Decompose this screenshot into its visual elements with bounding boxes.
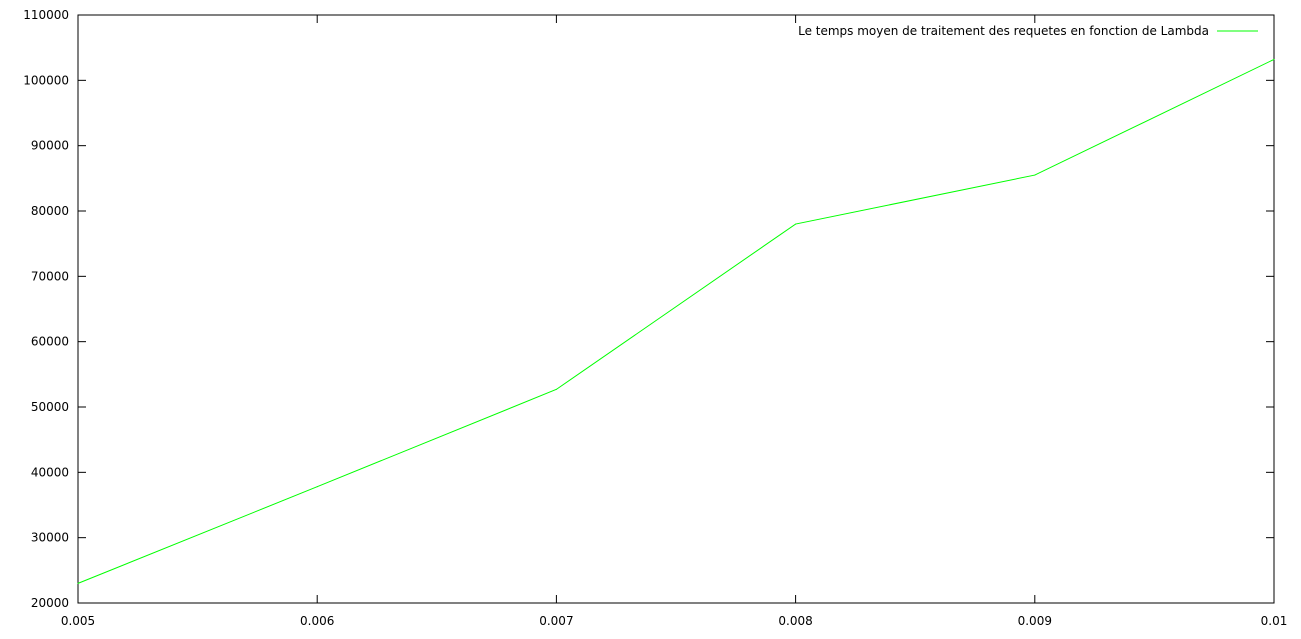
x-tick-label: 0.009 [1018, 614, 1052, 628]
x-tick-label: 0.007 [539, 614, 573, 628]
x-tick-label: 0.006 [300, 614, 334, 628]
y-tick-label: 30000 [31, 531, 69, 545]
data-point [555, 388, 557, 390]
plot-frame [77, 14, 1275, 604]
data-point [1273, 58, 1275, 60]
series-group [77, 58, 1275, 584]
y-tick-label: 20000 [31, 596, 69, 610]
y-axis: 20000 30000 40000 50000 60000 70000 80000 90000… [23, 8, 1274, 610]
y-tick-label: 90000 [31, 139, 69, 153]
legend: Le temps moyen de traitement des requete… [798, 24, 1258, 38]
x-tick-label: 0.01 [1261, 614, 1288, 628]
data-point [77, 582, 79, 584]
y-tick-label: 80000 [31, 204, 69, 218]
series-line [77, 58, 1275, 584]
data-point [795, 223, 797, 225]
y-tick-label: 70000 [31, 269, 69, 283]
y-tick-label: 60000 [31, 335, 69, 349]
x-tick-label: 0.005 [61, 614, 95, 628]
data-point [1034, 174, 1036, 176]
y-tick-label: 40000 [31, 465, 69, 479]
data-point [316, 486, 318, 488]
y-tick-label: 110000 [23, 8, 69, 22]
x-axis: 0.005 0.006 0.007 0.008 0.009 0.01 [61, 15, 1288, 628]
y-tick-label: 100000 [23, 73, 69, 87]
y-tick-label: 50000 [31, 400, 69, 414]
legend-label: Le temps moyen de traitement des requete… [798, 24, 1209, 38]
x-tick-label: 0.008 [778, 614, 812, 628]
